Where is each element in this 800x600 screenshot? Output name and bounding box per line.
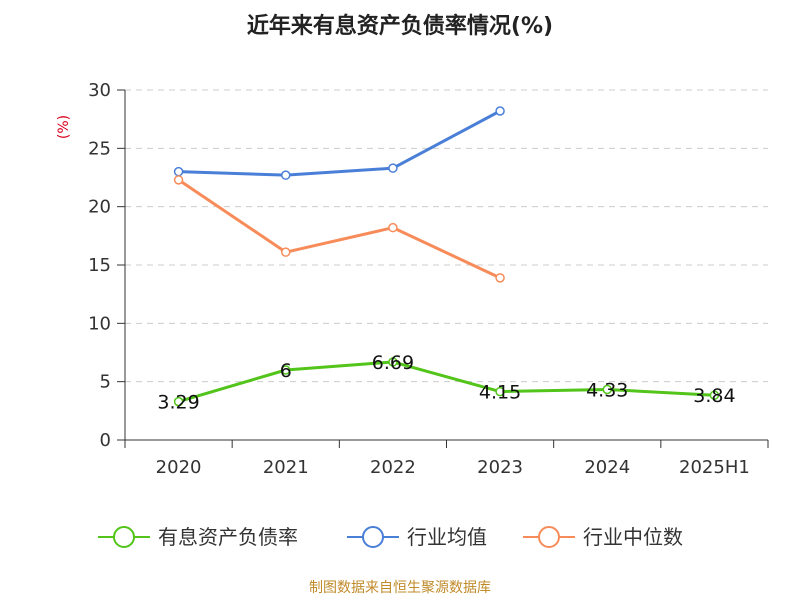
data-point bbox=[495, 273, 505, 283]
data-point bbox=[602, 384, 612, 395]
data-point bbox=[388, 222, 398, 233]
legend-marker bbox=[113, 526, 135, 548]
data-point bbox=[495, 106, 505, 116]
series-line-2 bbox=[177, 178, 502, 280]
legend-marker bbox=[538, 526, 560, 548]
legend-label: 行业均值 bbox=[407, 525, 487, 549]
data-label: 6 bbox=[280, 360, 292, 382]
data-label: 4.15 bbox=[479, 382, 521, 404]
y-tick-label: 30 bbox=[88, 80, 111, 101]
x-tick-label: 2024 bbox=[584, 457, 630, 478]
axes bbox=[117, 89, 769, 448]
x-tick-label: 2021 bbox=[263, 457, 309, 478]
data-label: 4.33 bbox=[586, 379, 628, 401]
x-tick-label: 2023 bbox=[477, 457, 523, 478]
y-axis-label: (%) bbox=[56, 115, 72, 139]
data-point bbox=[709, 390, 720, 400]
data-label: 3.84 bbox=[693, 385, 735, 407]
data-point bbox=[281, 365, 291, 375]
data-point bbox=[173, 175, 184, 185]
data-point bbox=[495, 386, 505, 397]
y-tick-label: 10 bbox=[88, 313, 111, 334]
data-label: 3.29 bbox=[157, 392, 199, 414]
legend-label: 行业中位数 bbox=[583, 525, 683, 549]
data-label: 6.69 bbox=[372, 352, 414, 374]
data-point bbox=[281, 170, 291, 180]
series-line-0 bbox=[177, 360, 716, 404]
x-tick-labels: 2020 2021 2022 2023 2024 2025H1 bbox=[156, 457, 750, 478]
legend: 有息资产负债率 行业均值 行业中位数 bbox=[98, 525, 683, 549]
chart-title: 近年来有息资产负债率情况(%) bbox=[247, 13, 553, 39]
y-tick-label: 0 bbox=[100, 430, 111, 451]
x-tick-label: 2022 bbox=[370, 457, 416, 478]
data-point bbox=[281, 247, 291, 257]
series-lines bbox=[173, 106, 720, 407]
legend-marker bbox=[362, 526, 384, 548]
y-tick-label: 25 bbox=[88, 138, 111, 159]
y-tick-labels: 0 5 10 15 20 25 30 bbox=[88, 80, 111, 451]
gridlines bbox=[125, 89, 768, 383]
x-tick-label: 2025H1 bbox=[679, 457, 750, 478]
data-labels: 3.29 6 6.69 4.15 4.33 3.84 bbox=[157, 352, 735, 414]
y-tick-label: 20 bbox=[88, 197, 111, 218]
data-point bbox=[173, 396, 184, 407]
data-point bbox=[388, 357, 398, 367]
series-line-1 bbox=[177, 109, 502, 177]
x-tick-label: 2020 bbox=[156, 457, 202, 478]
data-point bbox=[388, 163, 398, 173]
y-tick-label: 5 bbox=[100, 372, 111, 393]
y-tick-label: 15 bbox=[88, 255, 111, 276]
legend-label: 有息资产负债率 bbox=[158, 525, 298, 549]
source-note: 制图数据来自恒生聚源数据库 bbox=[309, 580, 491, 596]
data-point bbox=[173, 166, 184, 177]
